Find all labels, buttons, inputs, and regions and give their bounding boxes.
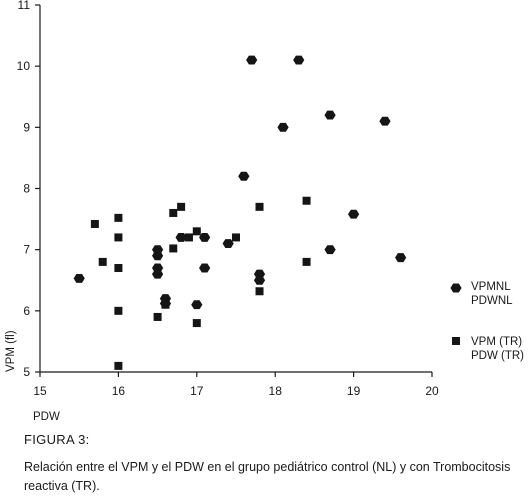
legend: VPMNL PDWNL VPM (TR) PDW (TR) xyxy=(450,281,524,362)
data-point-tr xyxy=(255,202,264,211)
data-point-nl xyxy=(246,55,258,65)
data-point-nl xyxy=(395,253,407,263)
data-point-nl xyxy=(73,273,85,283)
x-tick-label: 16 xyxy=(112,384,126,398)
y-tick-label: 6 xyxy=(23,304,30,318)
data-point-nl xyxy=(238,171,250,181)
data-point-nl xyxy=(277,122,289,132)
figure-caption: Relación entre el VPM y el PDW en el gru… xyxy=(24,460,511,493)
y-tick-label: 10 xyxy=(17,59,31,73)
y-tick-label: 8 xyxy=(23,182,30,196)
data-point-tr xyxy=(177,202,186,211)
data-point-nl xyxy=(324,110,336,120)
data-point-tr xyxy=(114,264,123,273)
ticks: 15 16 17 18 19 20 5 6 7 8 9 10 11 xyxy=(17,0,439,398)
x-tick-label: 20 xyxy=(425,384,439,398)
data-point-tr xyxy=(192,227,201,236)
data-point-nl xyxy=(379,116,391,126)
y-tick-label: 11 xyxy=(18,0,31,12)
scatter-chart: 15 16 17 18 19 20 5 6 7 8 9 10 11 VPM (fl) PDW VPMNL… xyxy=(5,0,524,423)
y-tick-label: 7 xyxy=(23,243,30,257)
x-tick-label: 18 xyxy=(269,384,283,398)
data-point-nl xyxy=(199,232,211,242)
data-point-nl xyxy=(348,209,360,219)
data-point-tr xyxy=(302,257,311,266)
data-point-tr xyxy=(169,244,178,253)
y-axis-label: VPM (fl) xyxy=(5,330,17,372)
legend-label: PDW (TR) xyxy=(471,350,524,362)
data-points xyxy=(73,55,407,370)
data-point-tr xyxy=(114,306,123,315)
x-tick-label: 19 xyxy=(347,384,361,398)
y-tick-label: 5 xyxy=(23,365,30,379)
data-point-nl xyxy=(222,239,234,249)
data-point-tr xyxy=(169,208,178,217)
legend-label: VPM (TR) xyxy=(471,336,522,348)
data-point-nl xyxy=(191,300,203,310)
legend-marker-nl xyxy=(450,283,462,293)
legend-label: VPMNL xyxy=(471,281,511,293)
data-point-tr xyxy=(161,300,170,309)
data-point-tr xyxy=(114,213,123,222)
data-point-nl xyxy=(152,269,164,279)
data-point-nl xyxy=(253,275,266,285)
data-point-tr xyxy=(114,233,123,242)
data-point-tr xyxy=(114,361,123,370)
legend-marker-tr xyxy=(452,337,460,345)
axes xyxy=(39,5,432,373)
legend-label: PDWNL xyxy=(471,295,513,307)
data-point-tr xyxy=(302,196,311,205)
x-tick-label: 15 xyxy=(33,384,47,398)
data-point-tr xyxy=(153,248,162,257)
x-tick-label: 17 xyxy=(190,384,204,398)
y-tick-label: 9 xyxy=(23,120,30,134)
data-point-tr xyxy=(90,219,99,228)
data-point-nl xyxy=(175,232,187,242)
data-point-nl xyxy=(293,55,305,65)
data-point-tr xyxy=(98,257,107,266)
data-point-tr xyxy=(255,287,264,296)
x-axis-label: PDW xyxy=(33,411,60,423)
data-point-tr xyxy=(153,312,162,321)
data-point-tr xyxy=(192,319,201,328)
data-point-nl xyxy=(324,245,336,255)
data-point-tr xyxy=(232,233,240,242)
data-point-tr xyxy=(184,233,193,242)
figure-label: FIGURA 3: xyxy=(24,432,90,447)
data-point-nl xyxy=(199,263,211,273)
